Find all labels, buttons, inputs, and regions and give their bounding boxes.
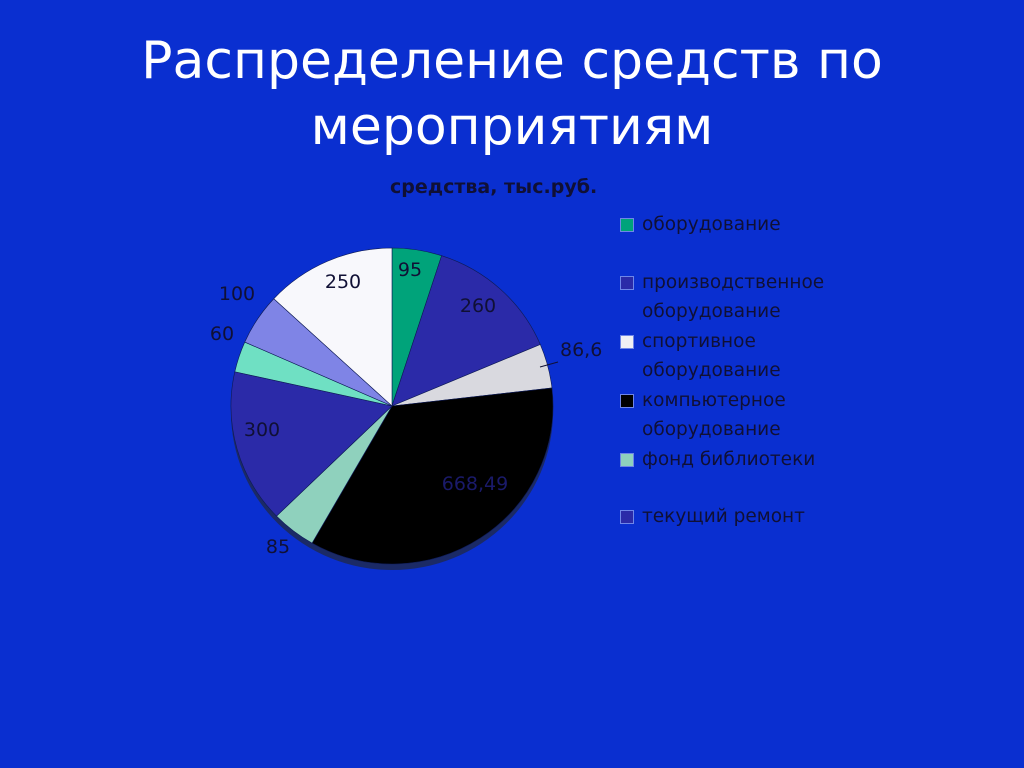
data-label-5: 85: [266, 536, 290, 558]
chart-title: средства, тыс.руб.: [390, 176, 598, 198]
pie-slice-9: [273, 247, 393, 407]
leader-line: [539, 361, 559, 368]
data-label-6: 300: [244, 419, 280, 441]
pie-slice-6: [230, 371, 393, 517]
pie-slice-2: [391, 255, 541, 407]
data-label-2: 260: [460, 295, 496, 317]
legend-swatch: [620, 276, 634, 290]
legend-swatch: [620, 453, 634, 467]
data-label-8: 100: [219, 283, 255, 305]
legend-label: оборудование: [642, 214, 781, 235]
legend-label: спортивное оборудование: [642, 331, 781, 381]
data-label-1: 95: [398, 259, 422, 281]
legend-swatch: [620, 510, 634, 524]
data-label-7: 60: [210, 323, 234, 345]
legend-swatch: [620, 218, 634, 232]
pie-slice-4: [311, 387, 554, 565]
legend-label: фонд библиотеки: [642, 449, 816, 470]
slide-title-line-2: мероприятиям: [310, 97, 714, 157]
slide-title: Распределение средств по мероприятиям: [0, 28, 1024, 160]
data-label-3: 86,6: [560, 339, 602, 361]
legend-label: текущий ремонт: [642, 506, 805, 527]
slide-title-line-1: Распределение средств по: [141, 31, 883, 91]
legend-label: производственное оборудование: [642, 272, 825, 322]
legend-swatch: [620, 335, 634, 349]
legend-swatch: [620, 394, 634, 408]
data-label-4: 668,49: [442, 473, 508, 495]
data-label-9: 250: [325, 271, 361, 293]
legend-label: компьютерное оборудование: [642, 390, 786, 440]
